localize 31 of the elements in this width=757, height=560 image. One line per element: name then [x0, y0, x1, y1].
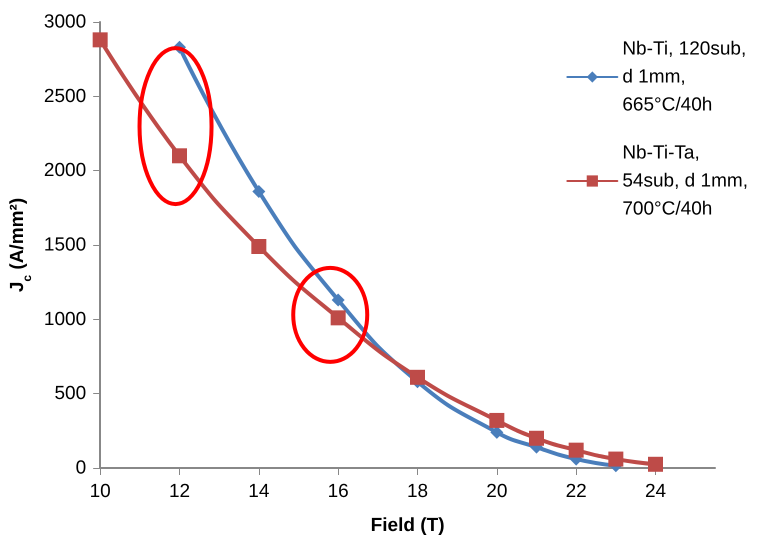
y-tick-label: 1000 — [44, 308, 86, 330]
point — [330, 310, 346, 326]
x-tick-label: 14 — [248, 481, 270, 502]
legend-label: Nb-Ti, 120sub, d 1mm, 665°C/40h — [622, 38, 746, 116]
point — [608, 452, 624, 467]
y-tick-label: 1500 — [44, 234, 86, 256]
y-tick-label: 2500 — [44, 86, 86, 107]
x-tick-label: 16 — [328, 481, 349, 502]
x-tick-label: 10 — [90, 481, 111, 502]
x-tick-label: 20 — [486, 481, 508, 502]
x-tick-label: 22 — [566, 481, 587, 502]
x-tick-label: 24 — [644, 481, 666, 502]
point — [568, 442, 584, 458]
point — [251, 238, 266, 254]
x-axis-title: Field (T) — [370, 515, 445, 536]
legend-label: Nb-Ti-Ta, 54sub, d 1mm, 700°C/40h — [622, 142, 748, 220]
y-tick-label: 2000 — [44, 160, 86, 182]
x-tick-label: 18 — [406, 481, 428, 502]
point — [489, 412, 504, 428]
y-tick-label: 0 — [76, 458, 86, 478]
point — [92, 32, 108, 48]
x-tick-label: 12 — [168, 481, 190, 502]
point — [648, 456, 663, 472]
y-tick-label: 3000 — [44, 12, 86, 32]
point — [529, 430, 544, 446]
point — [332, 294, 345, 307]
point — [172, 148, 187, 164]
y-axis-title: Jc (A/mm²) — [7, 198, 34, 292]
y-tick-label: 500 — [54, 383, 86, 404]
point — [490, 426, 504, 439]
point — [252, 184, 266, 198]
